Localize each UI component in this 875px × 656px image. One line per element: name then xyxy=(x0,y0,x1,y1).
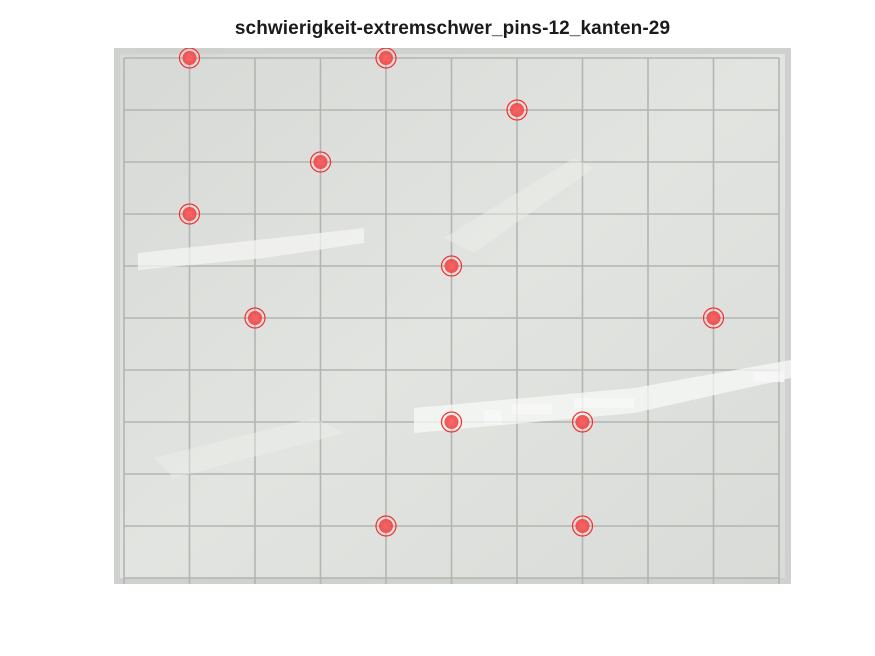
pin-ring xyxy=(702,307,725,329)
pin-marker xyxy=(440,255,463,277)
pin-ring xyxy=(309,151,332,173)
board-photo xyxy=(114,48,791,584)
pin-ring xyxy=(506,99,528,121)
pin-marker xyxy=(702,307,725,329)
pin-marker xyxy=(506,99,528,121)
board-background xyxy=(114,48,791,584)
pin-dot xyxy=(182,207,197,221)
pin-marker xyxy=(178,203,201,225)
pin-dot xyxy=(575,415,590,429)
pin-marker xyxy=(571,411,594,433)
pin-dot xyxy=(706,311,721,325)
pin-dot xyxy=(379,519,393,533)
pin-dot xyxy=(575,519,590,533)
pin-ring xyxy=(375,48,397,69)
pin-ring xyxy=(178,203,201,225)
pin-ring xyxy=(178,48,201,69)
pins-layer xyxy=(178,48,725,537)
pin-ring xyxy=(571,515,594,537)
pin-marker xyxy=(375,515,397,537)
figure-title: schwierigkeit-extremschwer_pins-12_kante… xyxy=(234,18,671,39)
pin-marker xyxy=(244,307,266,329)
pin-marker xyxy=(178,48,201,69)
pin-dot xyxy=(379,51,393,65)
pin-marker xyxy=(440,411,463,433)
pin-dot xyxy=(444,415,459,429)
pin-marker xyxy=(375,48,397,69)
pin-marker xyxy=(571,515,594,537)
glare-reflections xyxy=(138,158,791,478)
pin-ring xyxy=(440,411,463,433)
pin-dot xyxy=(444,259,459,273)
pin-dot xyxy=(510,103,524,117)
pin-marker xyxy=(309,151,332,173)
pin-ring xyxy=(440,255,463,277)
pin-ring xyxy=(571,411,594,433)
pin-ring xyxy=(375,515,397,537)
pin-dot xyxy=(182,51,197,65)
pin-dot xyxy=(248,311,262,325)
pin-ring xyxy=(244,307,266,329)
pin-dot xyxy=(313,155,328,169)
